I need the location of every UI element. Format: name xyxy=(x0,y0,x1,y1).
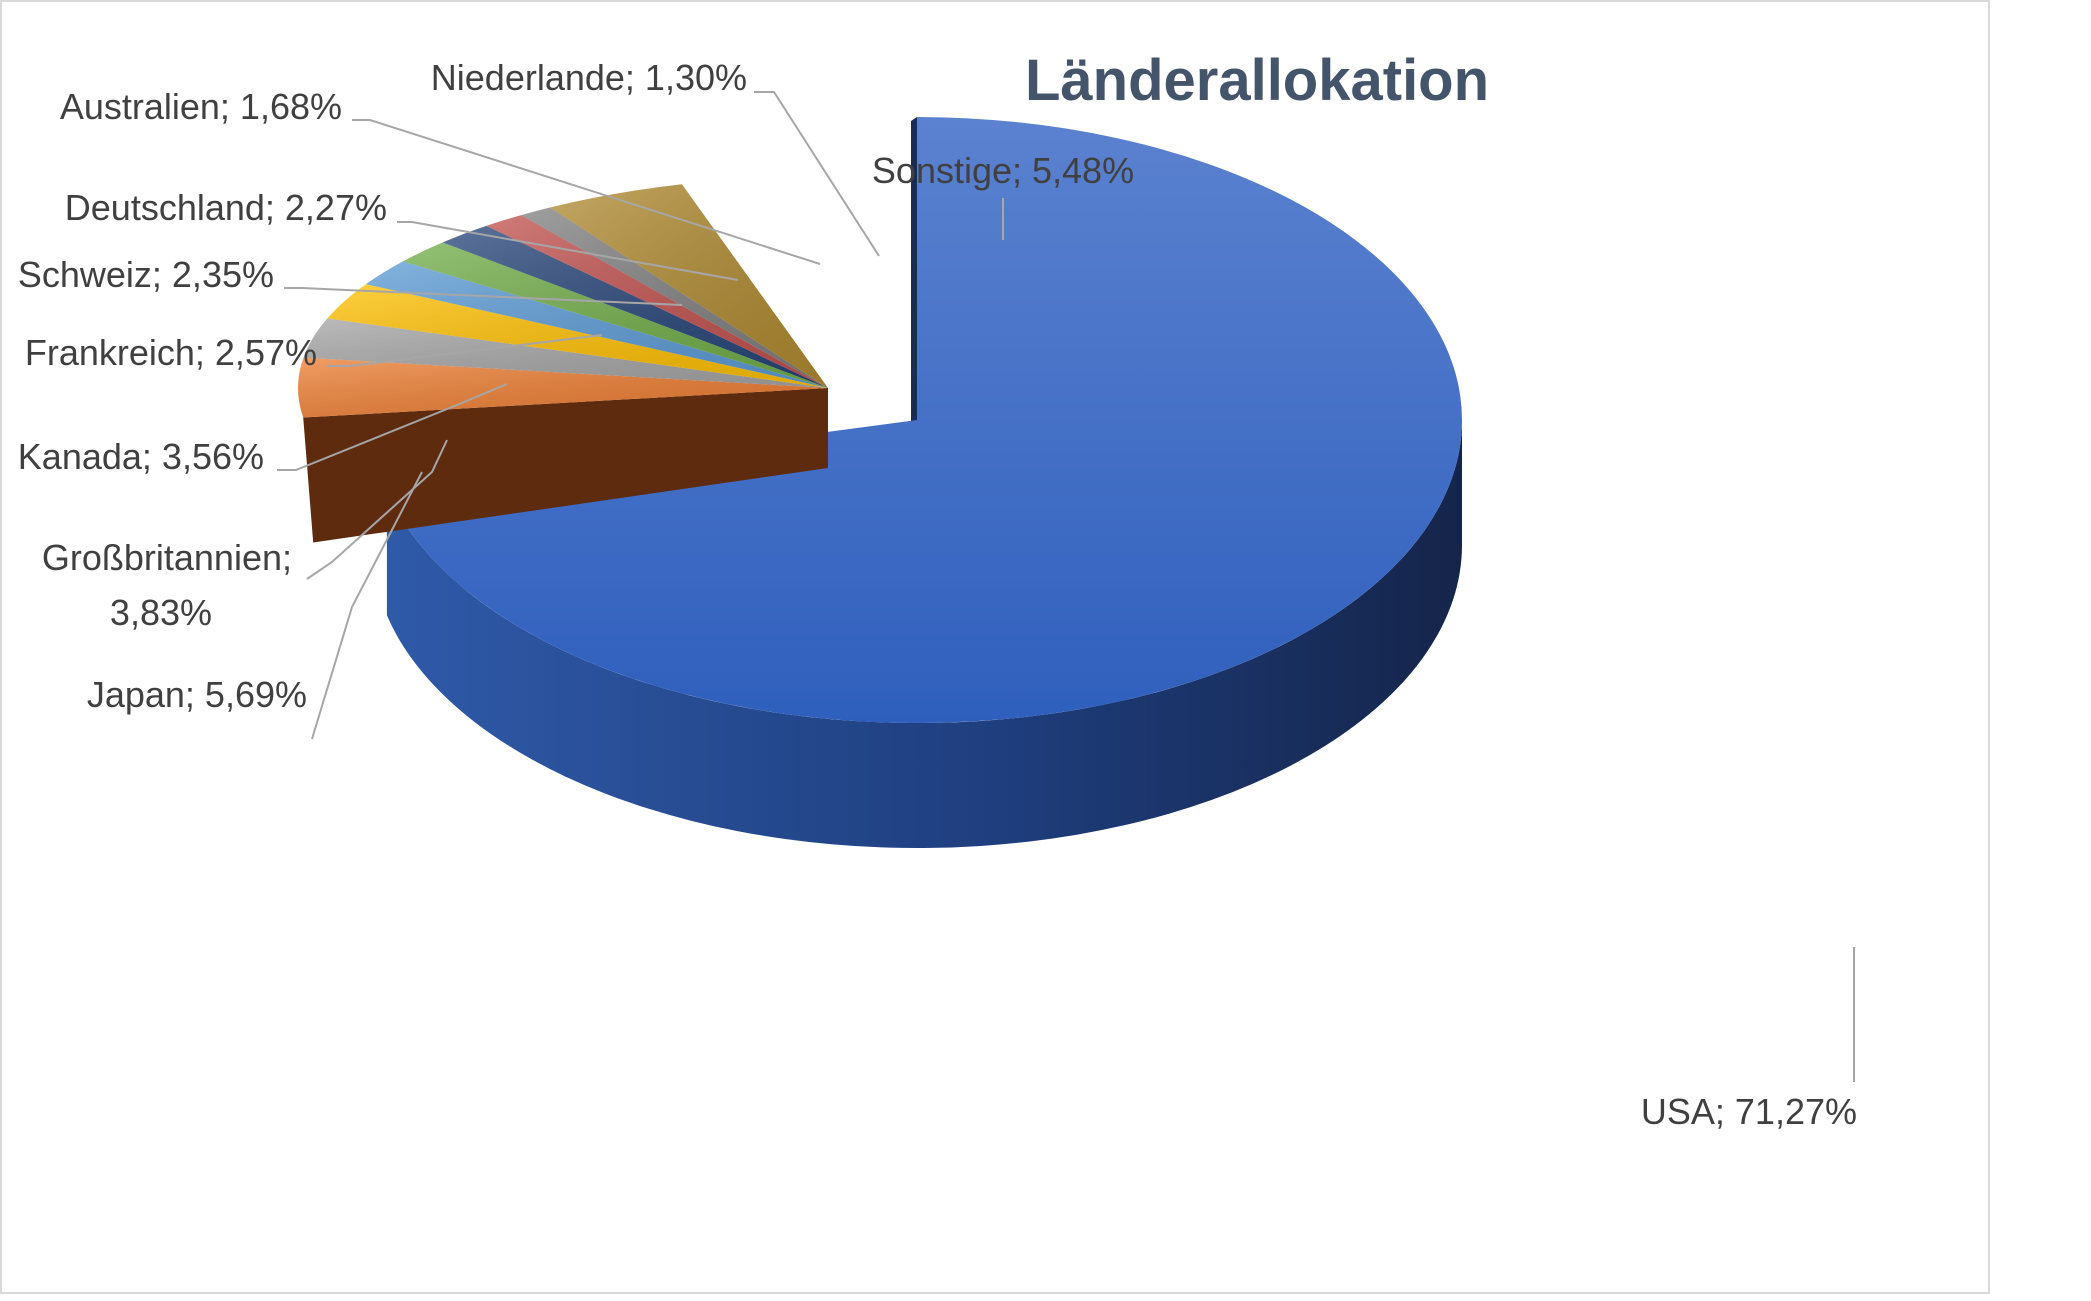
data-label-grossbritannien: Großbritannien; 3,83% xyxy=(42,537,292,633)
data-label-frankreich: Frankreich; 2,57% xyxy=(25,332,317,373)
slice-shade-schweiz xyxy=(402,242,828,388)
data-label-australien: Australien; 1,68% xyxy=(60,86,342,127)
leader-lines xyxy=(277,91,1855,1082)
data-label-line: Großbritannien; xyxy=(42,537,292,578)
leader-line-grossbritannien xyxy=(306,439,448,580)
data-label-schweiz: Schweiz; 2,35% xyxy=(18,254,274,295)
leader-line-frankreich xyxy=(327,334,603,367)
slice-shade-australien xyxy=(486,215,828,388)
data-label-niederlande: Niederlande; 1,30% xyxy=(431,57,747,98)
data-label-line: 3,83% xyxy=(110,592,212,633)
slices-group xyxy=(298,117,1462,849)
data-label-kanada: Kanada; 3,56% xyxy=(18,436,264,477)
chart-title: Länderallokation xyxy=(1025,48,1489,113)
slice-shade-japan xyxy=(298,357,829,418)
data-label-japan: Japan; 5,69% xyxy=(87,674,307,715)
slice-usa xyxy=(386,117,1462,724)
leader-line-australien xyxy=(352,119,821,265)
leader-line-kanada xyxy=(277,383,508,471)
chart-area: Länderallokation USA; 71,27% Japan; 5,69%… xyxy=(0,0,1990,1294)
slice-shade-deutschland xyxy=(442,225,828,388)
leader-line-japan xyxy=(311,471,423,740)
data-label-sonstige: Sonstige; 5,48% xyxy=(872,150,1134,191)
leader-line-deutschland xyxy=(397,221,739,281)
leader-line-schweiz xyxy=(284,287,683,306)
slice-side-japan xyxy=(303,388,828,543)
slice-edge-usa xyxy=(911,117,917,424)
data-label-usa: USA; 71,27% xyxy=(1641,1091,1857,1132)
slice-shade-sonstige xyxy=(550,184,828,388)
slice-shade-niederlande xyxy=(521,207,828,388)
data-labels: USA; 71,27% Japan; 5,69% Großbritannien; 3,… xyxy=(18,57,1857,1132)
data-label-deutschland: Deutschland; 2,27% xyxy=(65,187,387,228)
slice-side-usa xyxy=(386,420,1462,849)
slice-shade-frankreich xyxy=(366,261,828,388)
leader-line-niederlande xyxy=(754,91,880,257)
slice-shade-kanada xyxy=(327,284,828,388)
slice-shade-grossbritannien xyxy=(303,318,828,388)
